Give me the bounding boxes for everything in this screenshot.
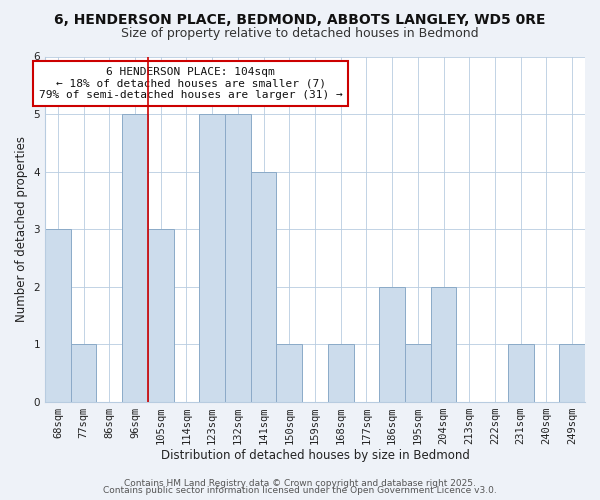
Bar [199,114,225,402]
Text: 6, HENDERSON PLACE, BEDMOND, ABBOTS LANGLEY, WD5 0RE: 6, HENDERSON PLACE, BEDMOND, ABBOTS LANG… [54,12,546,26]
Bar [431,286,457,402]
Bar [405,344,431,402]
Bar [71,344,97,402]
Text: Contains HM Land Registry data © Crown copyright and database right 2025.: Contains HM Land Registry data © Crown c… [124,478,476,488]
X-axis label: Distribution of detached houses by size in Bedmond: Distribution of detached houses by size … [161,450,469,462]
Text: 6 HENDERSON PLACE: 104sqm
← 18% of detached houses are smaller (7)
79% of semi-d: 6 HENDERSON PLACE: 104sqm ← 18% of detac… [39,67,343,100]
Bar [251,172,277,402]
Bar [508,344,533,402]
Bar [148,229,173,402]
Bar [225,114,251,402]
Bar [328,344,353,402]
Bar [277,344,302,402]
Bar [559,344,585,402]
Text: Contains public sector information licensed under the Open Government Licence v3: Contains public sector information licen… [103,486,497,495]
Bar [45,229,71,402]
Text: Size of property relative to detached houses in Bedmond: Size of property relative to detached ho… [121,28,479,40]
Bar [122,114,148,402]
Y-axis label: Number of detached properties: Number of detached properties [15,136,28,322]
Bar [379,286,405,402]
